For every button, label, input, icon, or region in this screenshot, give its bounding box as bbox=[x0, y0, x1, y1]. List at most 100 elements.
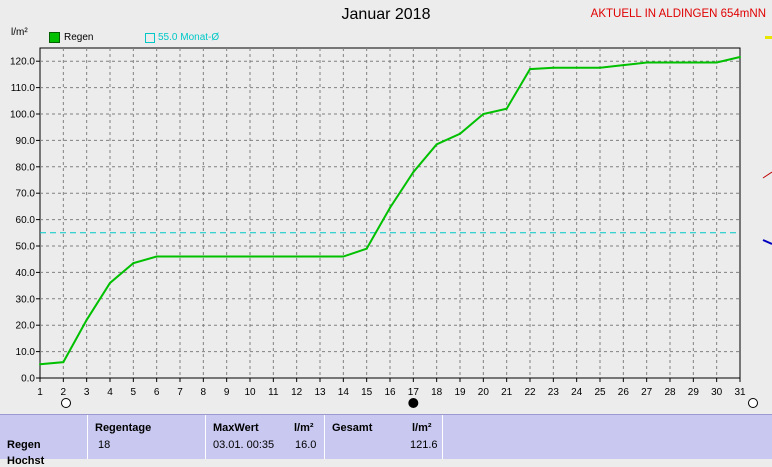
rain-data-point bbox=[249, 255, 251, 258]
grid bbox=[36, 47, 741, 382]
maxwert-date: 03.01. 00:35 bbox=[213, 439, 275, 451]
rain-data-point bbox=[412, 171, 415, 174]
legend-rain-swatch bbox=[49, 32, 60, 43]
legend-rain: Regen bbox=[49, 32, 93, 43]
rain-data-point bbox=[295, 255, 298, 258]
regentage-value: 18 bbox=[98, 439, 111, 451]
y-tick-label: 40.0 bbox=[16, 268, 36, 279]
rain-series-points bbox=[39, 55, 741, 366]
x-tick-label: 23 bbox=[548, 387, 560, 398]
regentage-label: Regentage bbox=[95, 422, 152, 434]
gesamt-label: Gesamt bbox=[332, 422, 373, 434]
rain-data-point bbox=[435, 143, 438, 146]
x-tick-label: 3 bbox=[84, 387, 90, 398]
rain-data-point bbox=[342, 255, 345, 258]
y-tick-label: 50.0 bbox=[16, 242, 36, 253]
x-tick-label: 9 bbox=[224, 387, 230, 398]
rain-data-point bbox=[552, 66, 555, 69]
x-tick-label: 13 bbox=[314, 387, 326, 398]
x-tick-label: 29 bbox=[688, 387, 700, 398]
y-tick-label: 0.0 bbox=[21, 374, 35, 385]
rain-data-point bbox=[319, 255, 321, 258]
maxwert-value: 16.0 bbox=[295, 439, 317, 451]
rain-data-point bbox=[739, 55, 741, 58]
rain-data-point bbox=[389, 206, 391, 209]
x-tick-label: 30 bbox=[711, 387, 723, 398]
chart-title: Januar 2018 bbox=[341, 6, 431, 23]
rain-data-point bbox=[132, 262, 135, 265]
legend-monthly-average: 55.0 Monat-Ø bbox=[145, 32, 219, 43]
y-tick-label: 120.0 bbox=[10, 57, 35, 68]
gesamt-unit: l/m² bbox=[412, 422, 432, 434]
rain-data-point bbox=[529, 68, 531, 71]
x-tick-label: 2 bbox=[61, 387, 67, 398]
x-tick-label: 4 bbox=[107, 387, 113, 398]
x-tick-label: 28 bbox=[664, 387, 676, 398]
rain-data-point bbox=[109, 281, 111, 284]
y-tick-label: 10.0 bbox=[16, 347, 36, 358]
x-tick-label: 10 bbox=[244, 387, 256, 398]
side-fragment-blue bbox=[762, 239, 772, 245]
legend-average-label: 55.0 Monat-Ø bbox=[158, 32, 220, 43]
x-tick-label: 8 bbox=[201, 387, 207, 398]
rain-data-point bbox=[365, 247, 368, 250]
x-tick-label: 26 bbox=[618, 387, 630, 398]
moon-phase-icons bbox=[61, 398, 758, 408]
rain-data-point bbox=[179, 255, 181, 258]
legend-average-swatch bbox=[145, 32, 155, 43]
empty-cell bbox=[442, 415, 765, 459]
x-tick-label: 19 bbox=[454, 387, 466, 398]
rain-data-point bbox=[85, 318, 88, 321]
regentage-cell: Regentage 18 bbox=[87, 415, 205, 459]
maxwert-cell: MaxWert l/m² 03.01. 00:35 16.0 bbox=[205, 415, 324, 459]
table-row-label-cell: Regen Hochst bbox=[0, 415, 86, 467]
y-tick-label: 30.0 bbox=[16, 294, 36, 305]
rain-data-point bbox=[599, 66, 601, 69]
x-axis-ticks: 1 2 3 4 5 6 7 8 9 10 11 12 13 14 15 16 17 18 19 20 21 22 23 24 2… bbox=[37, 387, 746, 398]
rain-data-point bbox=[39, 363, 41, 366]
side-fragment-yellow bbox=[765, 36, 772, 39]
rain-data-point bbox=[669, 61, 671, 64]
gesamt-value: 121.6 bbox=[410, 439, 438, 451]
y-tick-label: 80.0 bbox=[16, 162, 36, 173]
rain-data-point bbox=[505, 107, 508, 110]
x-tick-label: 12 bbox=[291, 387, 303, 398]
x-tick-label: 31 bbox=[734, 387, 746, 398]
rain-data-point bbox=[459, 132, 461, 135]
rain-chart: 0.0 10.0 20.0 30.0 40.0 50.0 60.0 70.0 80.0 90.0 1… bbox=[10, 36, 772, 408]
rain-data-point bbox=[225, 255, 228, 258]
x-tick-label: 15 bbox=[361, 387, 373, 398]
x-tick-label: 25 bbox=[594, 387, 606, 398]
x-tick-label: 7 bbox=[177, 387, 183, 398]
rain-data-point bbox=[575, 66, 578, 69]
new-moon-icon bbox=[408, 398, 419, 408]
y-axis-unit: l/m² bbox=[11, 27, 28, 38]
x-tick-label: 27 bbox=[641, 387, 653, 398]
x-tick-label: 16 bbox=[384, 387, 396, 398]
x-tick-label: 24 bbox=[571, 387, 583, 398]
row-label-next: Hochst bbox=[7, 455, 45, 467]
row-label-regen: Regen bbox=[7, 439, 41, 451]
x-tick-label: 14 bbox=[338, 387, 350, 398]
rain-data-point bbox=[202, 255, 205, 258]
x-tick-label: 22 bbox=[524, 387, 536, 398]
x-tick-label: 17 bbox=[408, 387, 420, 398]
y-tick-label: 100.0 bbox=[10, 110, 35, 121]
y-axis-ticks: 0.0 10.0 20.0 30.0 40.0 50.0 60.0 70.0 80.0 90.0 1… bbox=[10, 57, 35, 385]
maxwert-label: MaxWert bbox=[213, 422, 259, 434]
maxwert-unit: l/m² bbox=[294, 422, 314, 434]
full-moon-icon bbox=[748, 398, 758, 408]
y-tick-label: 70.0 bbox=[16, 189, 36, 200]
rain-data-point bbox=[155, 255, 158, 258]
rain-data-point bbox=[482, 113, 485, 115]
x-tick-label: 18 bbox=[431, 387, 443, 398]
station-label: AKTUELL IN ALDINGEN 654mNN bbox=[590, 8, 766, 20]
x-tick-label: 20 bbox=[478, 387, 490, 398]
legend-rain-label: Regen bbox=[64, 32, 94, 43]
rain-data-point bbox=[692, 61, 695, 64]
gesamt-cell: Gesamt l/m² 121.6 bbox=[324, 415, 442, 459]
y-tick-label: 110.0 bbox=[11, 83, 36, 94]
rain-data-point bbox=[715, 61, 718, 64]
rain-data-point bbox=[272, 255, 275, 258]
x-tick-label: 5 bbox=[131, 387, 137, 398]
